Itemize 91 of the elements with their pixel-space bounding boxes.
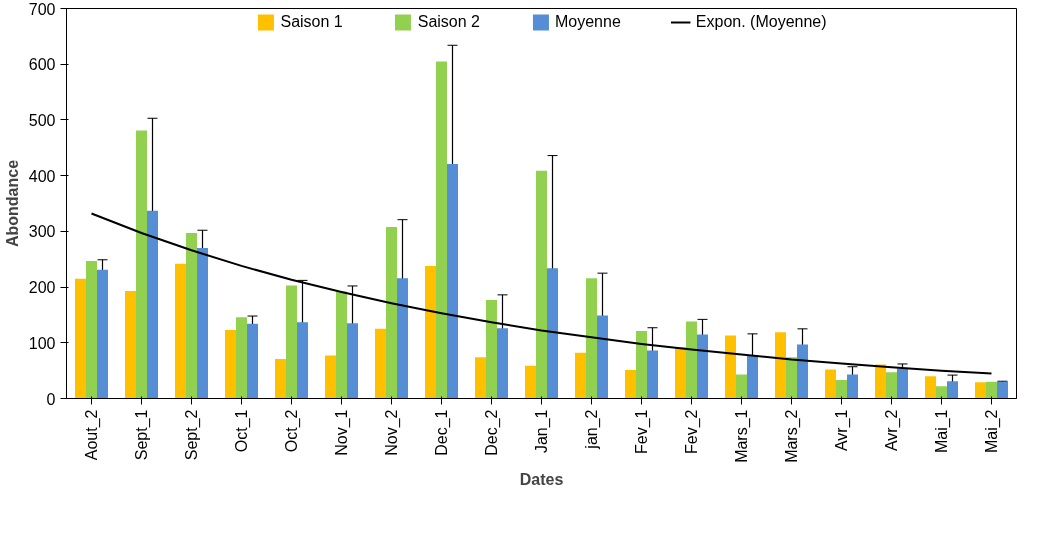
bar (625, 370, 636, 399)
x-tick-label: jan_2 (583, 409, 601, 450)
x-tick-label: Avr_2 (883, 409, 901, 452)
bar (825, 369, 836, 399)
x-tick-label: Nov_1 (333, 409, 351, 456)
x-tick-label: Aout_2 (83, 409, 101, 461)
bar (586, 278, 597, 399)
bar (425, 265, 436, 399)
bar (547, 268, 558, 399)
bar (736, 374, 747, 399)
bar (497, 328, 508, 399)
bar (836, 380, 847, 399)
bar (347, 323, 358, 399)
y-tick-label: 0 (46, 390, 56, 408)
bar (325, 355, 336, 399)
bar (575, 352, 586, 399)
y-tick-label: 100 (28, 334, 56, 352)
bar (847, 374, 858, 399)
x-tick-label: Mars_1 (733, 409, 751, 463)
x-tick-label: Nov_2 (383, 409, 401, 456)
bar (486, 299, 497, 399)
bar (447, 163, 458, 399)
bar (175, 263, 186, 399)
bar (136, 130, 147, 399)
bar (686, 321, 697, 399)
bar (186, 233, 197, 399)
y-axis-title: Abondance (3, 159, 21, 248)
bar (86, 260, 97, 399)
bar (275, 358, 286, 399)
bar (886, 372, 897, 399)
y-tick-label: 200 (28, 279, 56, 297)
bar (536, 170, 547, 399)
bar (997, 381, 1008, 399)
bar (75, 278, 86, 399)
bar (397, 278, 408, 399)
bar (975, 382, 986, 399)
bar (675, 347, 686, 399)
bar (747, 355, 758, 399)
y-tick-label: 600 (28, 56, 56, 74)
bar (986, 381, 997, 399)
x-tick-label: Mai_1 (933, 409, 951, 454)
bar (297, 322, 308, 399)
legend-label: Moyenne (554, 13, 621, 31)
bar (925, 376, 936, 399)
x-axis-title: Dates (519, 470, 564, 488)
legend-label: Expon. (Moyenne) (695, 13, 827, 31)
bar (725, 335, 736, 399)
y-tick-label: 400 (28, 167, 56, 185)
x-tick-label: Sept_2 (183, 409, 201, 461)
bar (636, 331, 647, 399)
legend-label: Saison 2 (417, 13, 480, 31)
x-tick-label: Mai_2 (983, 409, 1001, 454)
bar (786, 357, 797, 399)
bar (286, 285, 297, 399)
bar (936, 386, 947, 399)
x-tick-label: Fev_1 (633, 409, 651, 454)
bar (525, 365, 536, 399)
x-tick-label: Oct_2 (283, 409, 301, 453)
x-tick-label: Fev_2 (683, 409, 701, 454)
bar (775, 332, 786, 399)
x-tick-label: Dec_1 (433, 409, 451, 456)
x-tick-label: Mars_2 (783, 409, 801, 463)
bar (197, 248, 208, 399)
bar (147, 210, 158, 399)
bar (436, 61, 447, 399)
bar (247, 323, 258, 399)
x-tick-label: Oct_1 (233, 409, 251, 453)
bar (597, 315, 608, 399)
bar (475, 357, 486, 399)
y-tick-label: 500 (28, 111, 56, 129)
bar (875, 364, 886, 399)
bar (375, 328, 386, 399)
x-tick-label: Dec_2 (483, 409, 501, 456)
line-series (90, 212, 993, 375)
bar (947, 381, 958, 399)
bar (97, 269, 108, 399)
bar (386, 226, 397, 399)
y-tick-label: 300 (28, 223, 56, 241)
x-tick-label: Sept_1 (133, 409, 151, 461)
bar (236, 317, 247, 399)
bar (125, 290, 136, 399)
bar (647, 350, 658, 399)
bar (697, 334, 708, 399)
legend-label: Saison 1 (280, 13, 343, 31)
bar (797, 344, 808, 399)
bar (336, 291, 347, 399)
bar (225, 329, 236, 399)
bar (897, 368, 908, 399)
x-tick-label: Avr_1 (833, 409, 851, 452)
y-tick-label: 700 (28, 0, 56, 18)
x-tick-label: Jan_1 (533, 409, 551, 454)
